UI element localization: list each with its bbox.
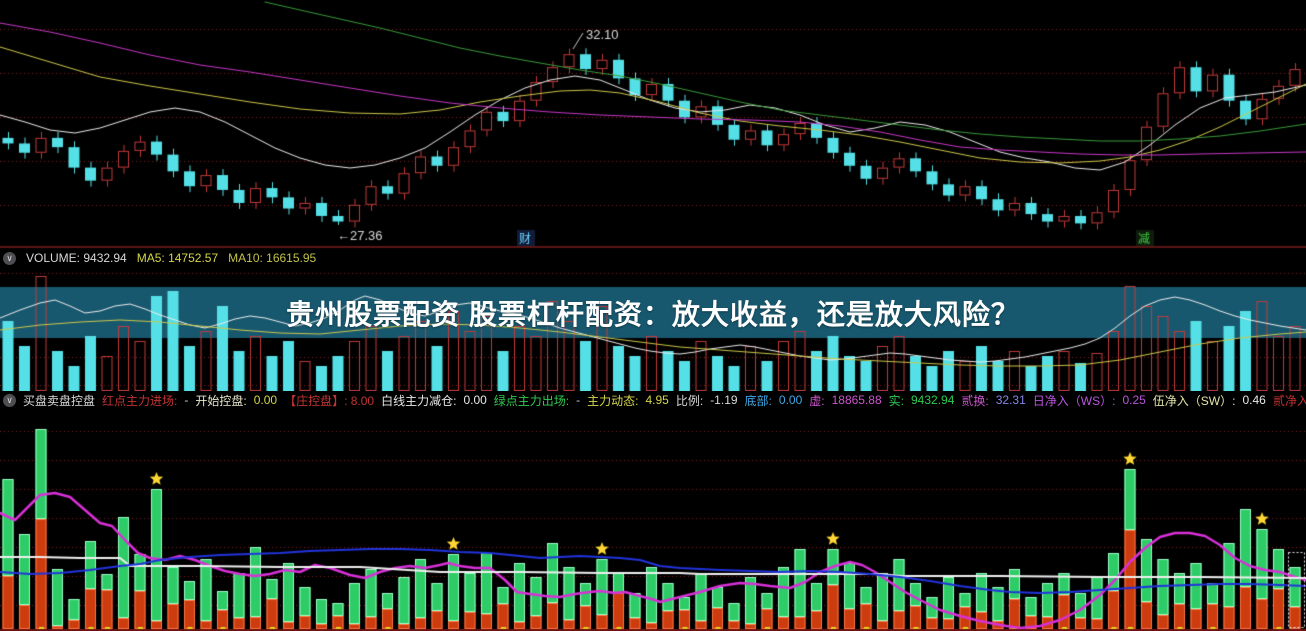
volume-ma10-value: MA10: 16615.95 (228, 251, 317, 265)
indicator-segment-15: 0.00 (778, 393, 803, 407)
indicator-segment-12: 比例: (675, 393, 704, 408)
indicator-segment-21: 32.31 (995, 393, 1026, 407)
indicator-segment-24: 伍净入（SW）: (1152, 393, 1236, 408)
indicator-segment-19: 9432.94 (911, 393, 955, 407)
indicator-segment-0: 买盘卖盘控盘 (23, 393, 96, 408)
indicator-segment-5: 【庄控盘】: 8.00 (284, 393, 375, 408)
indicator-segment-26: 贰净入 (1272, 393, 1306, 408)
indicator-header-row: ∨ 买盘卖盘控盘 红点主力进场: - 开始控盘: 0.00 【庄控盘】: 8.00 白线主力… (0, 391, 1306, 409)
indicator-segment-9: - (576, 393, 581, 407)
indicator-segment-18: 实: (888, 393, 904, 408)
indicator-segment-8: 绿点主力出场: (493, 393, 570, 408)
indicator-segment-11: 4.95 (645, 393, 669, 407)
indicator-segment-1: 红点主力进场: (102, 393, 178, 408)
indicator-segment-2: - (184, 393, 189, 407)
volume-value: VOLUME: 9432.94 (26, 251, 127, 265)
indicator-chart-canvas[interactable] (0, 410, 1306, 631)
indicator-segment-17: 18865.88 (831, 393, 882, 407)
volume-header-row: ∨ VOLUME: 9432.94 MA5: 14752.57 MA10: 16… (0, 249, 1306, 267)
indicator-segment-6: 白线主力减仓: (381, 393, 457, 408)
chevron-down-icon[interactable]: ∨ (3, 251, 16, 265)
indicator-segment-7: 0.00 (463, 393, 487, 407)
indicator-segment-23: 0.25 (1122, 393, 1146, 407)
candlestick-chart-canvas[interactable] (0, 0, 1306, 249)
indicator-segment-13: -1.19 (710, 393, 738, 407)
indicator-segment-10: 主力动态: (587, 393, 639, 408)
indicator-segment-14: 底部: (744, 393, 772, 408)
indicator-segment-3: 开始控盘: (195, 393, 247, 408)
indicator-segment-22: 日净入（WS）: (1032, 393, 1116, 408)
indicator-segment-16: 虚: (809, 393, 825, 408)
indicator-segment-4: 0.00 (253, 393, 278, 407)
volume-ma5-value: MA5: 14752.57 (136, 251, 219, 265)
volume-chart-canvas[interactable] (0, 267, 1306, 391)
indicator-segment-20: 贰换: (961, 393, 989, 408)
chevron-down-icon[interactable]: ∨ (3, 393, 16, 407)
indicator-segment-25: 0.46 (1242, 393, 1266, 407)
